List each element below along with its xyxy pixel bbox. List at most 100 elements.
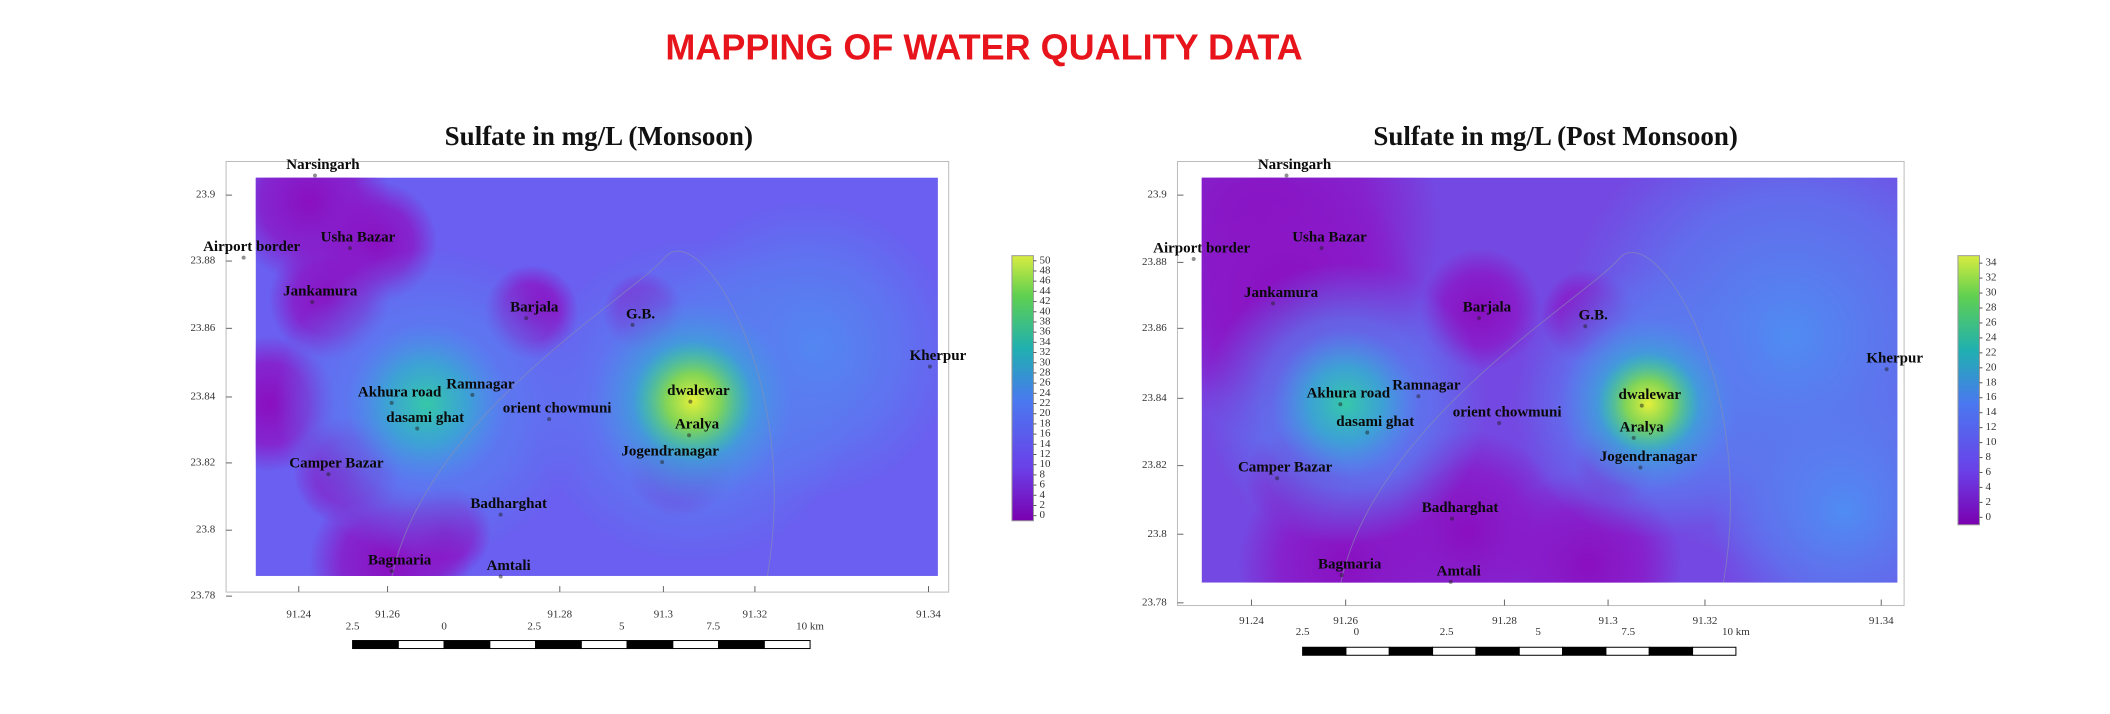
sample-point [389, 400, 394, 405]
place-label: Jankamura [1244, 285, 1319, 301]
colorbar-tick-label: 6 [1985, 466, 1991, 478]
place-label: G.B. [1579, 308, 1608, 324]
lat-tick-label: 23.9 [196, 189, 216, 201]
colorbar-tick-label: 42 [1039, 295, 1050, 307]
sample-point [1639, 403, 1644, 408]
sample-point [347, 246, 352, 251]
scale-label: 7.5 [1621, 626, 1635, 638]
colorbar-tick-label: 32 [1039, 346, 1050, 358]
lat-tick-label: 23.9 [1147, 189, 1167, 201]
colorbar-tick-label: 24 [1039, 387, 1051, 399]
sample-point [241, 255, 246, 260]
scale-bar-segment [763, 640, 811, 650]
sample-point [389, 569, 394, 574]
colorbar-tick-label: 30 [1985, 287, 1997, 299]
place-label: Akhura road [358, 384, 442, 400]
place-label: Narsingarh [1258, 157, 1332, 173]
place-label: Usha Bazar [321, 230, 396, 246]
colorbar-tick-label: 26 [1985, 316, 1997, 328]
scale-label: 2.5 [346, 621, 360, 633]
scale-bar-segment [1518, 646, 1564, 656]
contour-zone [1597, 352, 1700, 455]
scale-bar-segment [1302, 646, 1347, 656]
sample-point [1583, 324, 1588, 329]
scale-bar-segment [1432, 646, 1477, 656]
colorbar [1011, 255, 1034, 522]
place-label: Ramnagar [446, 376, 515, 392]
colorbar-tick-label: 14 [1985, 406, 1997, 418]
place-label: dasami ghat [386, 410, 464, 426]
map-panel: Sulfate in mg/L (Monsoon) Narsingarh Usha … [191, 121, 1051, 650]
sample-point [660, 460, 665, 465]
place-label: dasami ghat [1336, 414, 1414, 430]
sample-point [1271, 301, 1276, 306]
sample-point [687, 433, 692, 438]
place-label: Jogendranagar [621, 444, 719, 460]
colorbar-tick-label: 0 [1039, 509, 1045, 521]
map-title: Sulfate in mg/L (Monsoon) [445, 121, 753, 151]
place-label: G.B. [626, 306, 655, 322]
place-label: Amtali [1437, 563, 1481, 579]
lat-tick-label: 23.86 [191, 322, 216, 334]
lon-tick-label: 91.26 [375, 608, 400, 620]
sample-point [312, 173, 317, 178]
sample-point [1884, 367, 1889, 372]
sample-point [1631, 435, 1636, 440]
place-label: Camper Bazar [289, 456, 384, 472]
scale-bar-segment [1692, 646, 1737, 656]
colorbar-tick-label: 40 [1039, 305, 1051, 317]
scale-bar-segment [397, 640, 445, 650]
map-panel: Sulfate in mg/L (Post Monsoon) Narsingarh… [1142, 121, 1997, 656]
lon-tick-label: 91.3 [654, 608, 674, 620]
contour-zone [345, 322, 508, 485]
sample-point [1275, 476, 1280, 481]
colorbar-tick-label: 22 [1039, 397, 1050, 409]
sample-point [1191, 256, 1196, 261]
lon-tick-label: 91.32 [1693, 615, 1718, 627]
place-label: Jogendranagar [1600, 449, 1698, 465]
colorbar-tick-label: 36 [1039, 326, 1051, 338]
lon-tick-label: 91.24 [1239, 615, 1264, 627]
lat-tick-label: 23.8 [1147, 528, 1167, 540]
scale-label: 7.5 [706, 621, 720, 633]
place-label: Kherpur [910, 348, 967, 364]
place-label: Kherpur [1866, 351, 1923, 367]
lat-tick-label: 23.84 [1142, 392, 1167, 404]
contour-zone [632, 340, 754, 462]
scale-label: 2.5 [1440, 626, 1454, 638]
colorbar-tick-label: 6 [1039, 479, 1045, 491]
scale-bar-segment [535, 640, 582, 650]
scale-bar-segment [352, 640, 399, 650]
place-label: Usha Bazar [1292, 230, 1367, 246]
lon-tick-label: 91.28 [1492, 615, 1517, 627]
place-label: Badharghat [1422, 500, 1499, 516]
place-label: dwalewar [667, 383, 730, 399]
colorbar-tick-label: 12 [1985, 421, 1996, 433]
scale-label: 2.5 [1296, 626, 1310, 638]
lon-tick-label: 91.28 [547, 608, 572, 620]
lat-tick-label: 23.82 [1142, 459, 1167, 471]
colorbar-tick-label: 28 [1985, 302, 1997, 314]
sample-point [1497, 421, 1502, 426]
lat-tick-label: 23.78 [191, 590, 216, 602]
map-title: Sulfate in mg/L (Post Monsoon) [1373, 121, 1738, 151]
colorbar-tick-label: 8 [1039, 468, 1045, 480]
scale-bar-segment [672, 640, 720, 650]
colorbar-tick-label: 24 [1985, 331, 1997, 343]
contour-zone [1271, 329, 1420, 478]
scale-label: 2.5 [527, 621, 541, 633]
sample-point [1416, 394, 1421, 399]
lon-tick-label: 91.32 [743, 608, 768, 620]
scale-bar-segment [580, 640, 628, 650]
colorbar-tick-label: 2 [1039, 499, 1045, 511]
sample-point [470, 392, 475, 397]
boundary [391, 250, 775, 576]
colorbar-tick-label: 44 [1039, 285, 1051, 297]
colorbar-tick-label: 14 [1039, 438, 1051, 450]
sample-point [1338, 402, 1343, 407]
scale-bar-segment [1475, 646, 1520, 656]
place-label: Bagmaria [1318, 557, 1382, 573]
place-label: Aralya [1620, 419, 1665, 435]
scale-bar-segment [1345, 646, 1390, 656]
